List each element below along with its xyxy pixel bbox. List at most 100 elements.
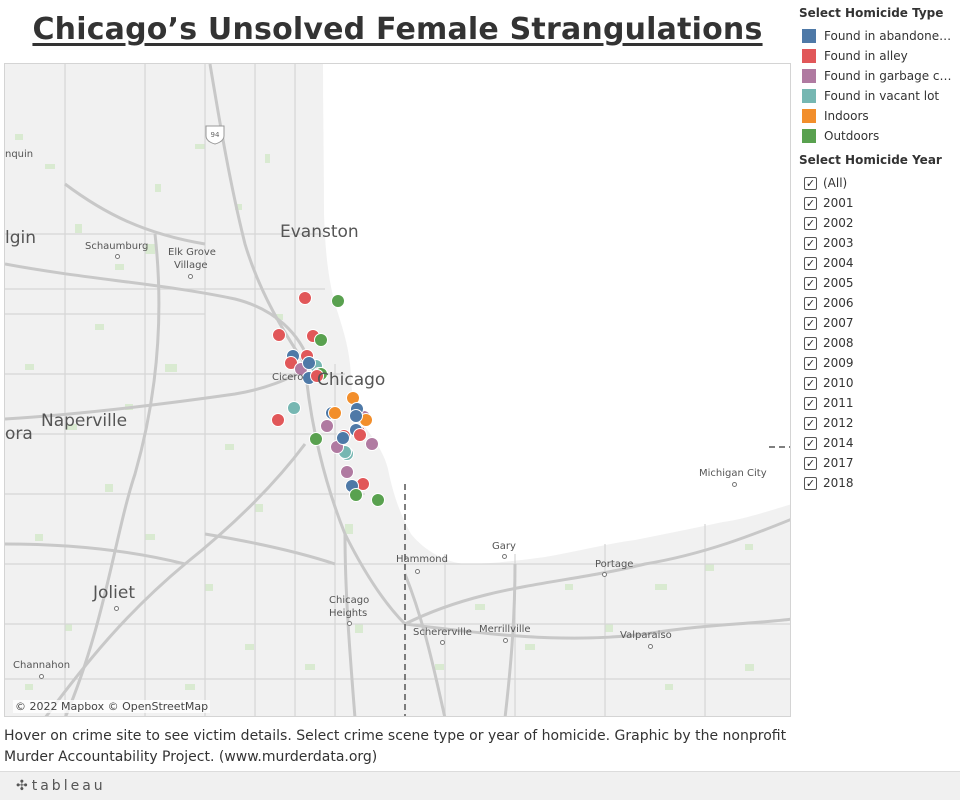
town-dot-elk-grove (188, 274, 193, 279)
year-filter-item[interactable]: ✓ (All) (799, 173, 959, 193)
year-filter-item[interactable]: ✓ 2003 (799, 233, 959, 253)
town-dot-joliet (114, 606, 119, 611)
year-checkbox[interactable]: ✓ (804, 276, 817, 290)
year-checkbox[interactable]: ✓ (804, 296, 817, 310)
legend-swatch (802, 69, 816, 83)
legend-swatch (802, 89, 816, 103)
crime-site-point[interactable] (349, 488, 363, 502)
crime-site-point[interactable] (331, 294, 345, 308)
place-label-gary: Gary (492, 541, 516, 552)
crime-site-point[interactable] (349, 409, 363, 423)
tableau-logo-icon[interactable]: ✣ (16, 778, 28, 794)
year-checkbox[interactable]: ✓ (804, 396, 817, 410)
year-checkbox[interactable]: ✓ (804, 376, 817, 390)
year-filter-item[interactable]: ✓ 2001 (799, 193, 959, 213)
year-filter-item[interactable]: ✓ 2009 (799, 353, 959, 373)
year-checkbox[interactable]: ✓ (804, 416, 817, 430)
year-checkbox[interactable]: ✓ (804, 196, 817, 210)
crime-site-point[interactable] (271, 413, 285, 427)
place-label-schaumburg: Schaumburg (85, 241, 149, 252)
year-filter-title: Select Homicide Year (799, 153, 942, 167)
homicide-type-legend[interactable]: Found in abandoned ... Found in alley Foun… (799, 26, 959, 146)
place-label-channahon: Channahon (13, 660, 71, 671)
town-dot-gary (502, 554, 507, 559)
year-filter-item[interactable]: ✓ 2004 (799, 253, 959, 273)
year-label: 2009 (823, 356, 854, 370)
year-filter-item[interactable]: ✓ 2006 (799, 293, 959, 313)
town-dot-merrillville (503, 638, 508, 643)
year-label: 2017 (823, 456, 854, 470)
crime-site-point[interactable] (309, 432, 323, 446)
tableau-logo-text[interactable]: tableau (31, 778, 106, 794)
year-filter-item[interactable]: ✓ 2011 (799, 393, 959, 413)
year-checkbox[interactable]: ✓ (804, 336, 817, 350)
crime-site-point[interactable] (353, 428, 367, 442)
place-label-joliet: Joliet (93, 583, 135, 603)
year-filter-item[interactable]: ✓ 2017 (799, 453, 959, 473)
year-checkbox[interactable]: ✓ (804, 256, 817, 270)
year-filter-item[interactable]: ✓ 2014 (799, 433, 959, 453)
filter-panel: Select Homicide Type Found in abandoned … (799, 6, 959, 493)
town-dot-valparaiso (648, 644, 653, 649)
map-canvas[interactable]: 94 (5, 64, 791, 717)
year-filter-item[interactable]: ✓ 2010 (799, 373, 959, 393)
highway-94-label: 94 (211, 131, 220, 139)
legend-item[interactable]: Found in alley (799, 46, 959, 66)
year-filter-item[interactable]: ✓ 2008 (799, 333, 959, 353)
crime-site-point[interactable] (320, 419, 334, 433)
crime-site-point[interactable] (298, 291, 312, 305)
crime-site-point[interactable] (302, 356, 316, 370)
crime-site-point[interactable] (314, 333, 328, 347)
year-filter-item[interactable]: ✓ 2005 (799, 273, 959, 293)
legend-item[interactable]: Indoors (799, 106, 959, 126)
year-checkbox[interactable]: ✓ (804, 216, 817, 230)
year-label: 2008 (823, 336, 854, 350)
year-checkbox[interactable]: ✓ (804, 356, 817, 370)
legend-label: Outdoors (824, 129, 880, 143)
year-checkbox[interactable]: ✓ (804, 236, 817, 250)
year-filter-item[interactable]: ✓ 2002 (799, 213, 959, 233)
crime-site-point[interactable] (365, 437, 379, 451)
crime-site-point[interactable] (287, 401, 301, 415)
year-checkbox[interactable]: ✓ (804, 476, 817, 490)
crime-site-point[interactable] (336, 431, 350, 445)
town-dot-chicago-heights (347, 621, 352, 626)
crime-site-point[interactable] (371, 493, 385, 507)
crime-site-point[interactable] (340, 465, 354, 479)
map-view[interactable]: 94 Evanston Chicago Naperville Joliet lg… (4, 63, 791, 717)
legend-item[interactable]: Outdoors (799, 126, 959, 146)
year-label: 2002 (823, 216, 854, 230)
year-filter-item[interactable]: ✓ 2007 (799, 313, 959, 333)
place-label-algonquin: nquin (5, 149, 34, 160)
place-label-merrillville: Merrillville (479, 624, 531, 635)
year-label: 2012 (823, 416, 854, 430)
year-checkbox[interactable]: ✓ (804, 436, 817, 450)
legend-item[interactable]: Found in vacant lot (799, 86, 959, 106)
town-dot-portage (602, 572, 607, 577)
town-dot-channahon (39, 674, 44, 679)
crime-points-layer[interactable] (271, 291, 385, 507)
crime-site-point[interactable] (272, 328, 286, 342)
legend-item[interactable]: Found in abandoned ... (799, 26, 959, 46)
crime-site-point[interactable] (328, 406, 342, 420)
year-checkbox[interactable]: ✓ (804, 316, 817, 330)
legend-swatch (802, 49, 816, 63)
year-filter-list[interactable]: ✓ (All) ✓ 2001 ✓ 2002 ✓ 2003 ✓ 2004 ✓ 2005 ✓ 2006 ✓ 200… (799, 173, 959, 493)
legend-swatch (802, 129, 816, 143)
year-label: 2010 (823, 376, 854, 390)
road-network (5, 64, 790, 716)
legend-item[interactable]: Found in garbage can (799, 66, 959, 86)
tableau-footer: ✣ tableau (0, 771, 960, 800)
year-checkbox[interactable]: ✓ (804, 176, 817, 190)
legend-label: Found in abandoned ... (824, 29, 954, 43)
place-label-chicago: Chicago (317, 370, 386, 390)
year-filter-item[interactable]: ✓ 2018 (799, 473, 959, 493)
map-attribution[interactable]: © 2022 Mapbox © OpenStreetMap (13, 700, 211, 713)
year-filter-item[interactable]: ✓ 2012 (799, 413, 959, 433)
place-label-cicero: Cicero (272, 372, 304, 383)
year-checkbox[interactable]: ✓ (804, 456, 817, 470)
place-label-elgin: lgin (5, 228, 37, 248)
crime-site-point[interactable] (310, 369, 324, 383)
place-label-chicago-heights-2: Heights (329, 608, 368, 619)
year-label: 2005 (823, 276, 854, 290)
